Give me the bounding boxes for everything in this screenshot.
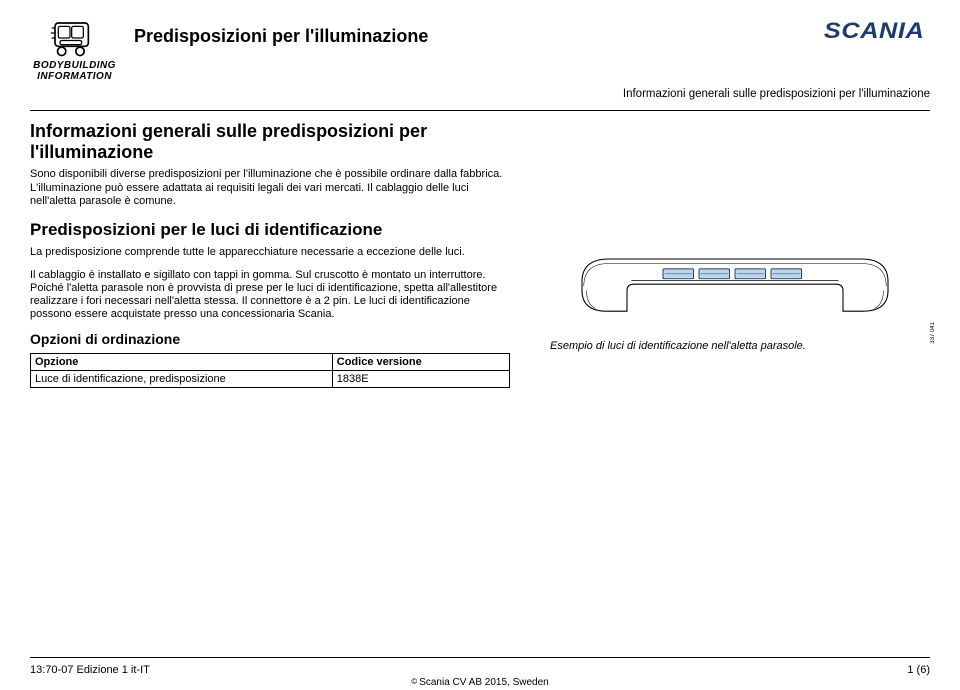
options-cell-0-0: Luce di identificazione, predisposizione [31,371,333,388]
section2-para1: La predisposizione comprende tutte le ap… [30,246,510,259]
right-column: 337 041 Esempio di luci di identificazio… [540,121,930,388]
copyright-icon: © [411,677,417,686]
options-heading: Opzioni di ordinazione [30,331,510,347]
figure-caption: Esempio di luci di identificazione nell'… [540,340,930,352]
content-columns: Informazioni generali sulle predisposizi… [30,121,930,388]
section1-para1: Sono disponibili diverse predisposizioni… [30,168,510,208]
visor-illustration-icon [565,241,905,331]
footer-row: 13:70-07 Edizione 1 it-IT 1 (6) [30,664,930,676]
badge-text: BODYBUILDING INFORMATION [34,60,117,82]
section1-heading: Informazioni generali sulle predisposizi… [30,121,510,162]
table-header-row: Opzione Codice versione [31,354,510,371]
footer-right: 1 (6) [907,664,930,676]
table-row: Luce di identificazione, predisposizione… [31,371,510,388]
header: BODYBUILDING INFORMATION Predisposizioni… [30,18,930,82]
truck-icon [50,18,100,58]
options-th-1: Codice versione [332,354,509,371]
section2-para2: Il cablaggio è installato e sigillato co… [30,269,510,322]
options-table: Opzione Codice versione Luce di identifi… [30,353,510,388]
footer-center: ©Scania CV AB 2015, Sweden [30,677,930,688]
footer-left: 13:70-07 Edizione 1 it-IT [30,664,150,676]
scania-logo: SCANIA [824,18,924,44]
badge-line2: INFORMATION [34,71,117,82]
section2-heading: Predisposizioni per le luci di identific… [30,220,510,240]
options-th-0: Opzione [31,354,333,371]
header-rule [30,110,930,111]
left-column: Informazioni generali sulle predisposizi… [30,121,510,388]
bodybuilding-logo: BODYBUILDING INFORMATION [30,18,120,82]
footer-rule [30,657,930,658]
figure: 337 041 Esempio di luci di identificazio… [540,241,930,352]
footer-center-text: Scania CV AB 2015, Sweden [419,677,549,688]
section-header-label: Informazioni generali sulle predisposizi… [30,88,930,100]
footer: 13:70-07 Edizione 1 it-IT 1 (6) ©Scania … [30,657,930,676]
header-left: BODYBUILDING INFORMATION Predisposizioni… [30,18,428,82]
document-title: Predisposizioni per l'illuminazione [134,26,428,47]
options-cell-0-1: 1838E [332,371,509,388]
figure-code: 337 041 [930,322,936,344]
